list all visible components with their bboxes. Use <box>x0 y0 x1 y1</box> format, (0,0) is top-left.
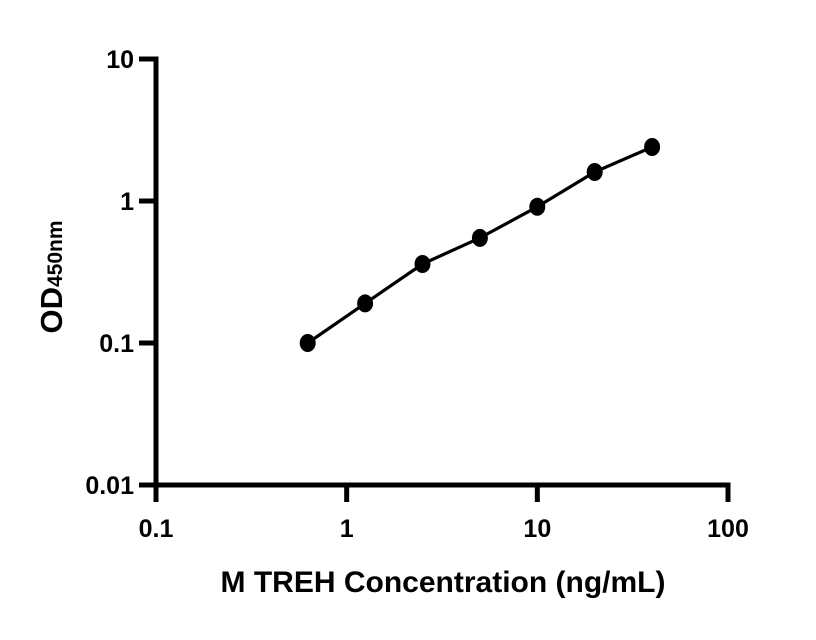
x-tick-label: 1 <box>340 515 354 543</box>
data-point <box>644 138 661 156</box>
y-tick-label: 0.1 <box>99 330 134 358</box>
x-tick-label: 0.1 <box>139 515 174 543</box>
data-point <box>529 197 546 216</box>
axis-spine <box>153 56 731 488</box>
data-point <box>299 334 316 352</box>
y-axis-title: OD450nm <box>34 220 69 333</box>
data-series <box>299 138 661 352</box>
data-point <box>357 294 374 313</box>
x-tick-label: 100 <box>707 515 749 543</box>
y-axis-ticks: 0.01 0.1 1 10 <box>85 46 156 500</box>
y-axis-title-subscript: 450nm <box>44 220 67 287</box>
y-tick-label: 1 <box>120 188 134 216</box>
data-point <box>414 255 431 273</box>
axes <box>153 56 731 488</box>
y-axis-title-main: OD <box>34 287 69 334</box>
x-axis-title: M TREH Concentration (ng/mL) <box>221 566 666 599</box>
y-tick-label: 10 <box>106 46 134 74</box>
data-point <box>586 163 603 181</box>
data-point <box>471 228 488 247</box>
y-tick-label: 0.01 <box>85 472 134 500</box>
x-axis-ticks: 0.1 1 10 100 <box>139 485 749 543</box>
x-tick-label: 10 <box>523 515 551 543</box>
